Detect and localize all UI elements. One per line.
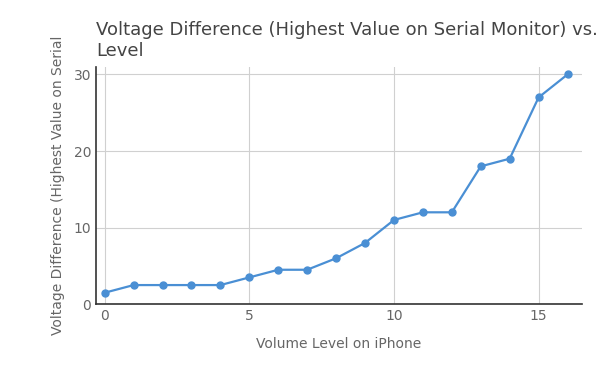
X-axis label: Volume Level on iPhone: Volume Level on iPhone [256,337,422,351]
Y-axis label: Voltage Difference (Highest Value on Serial: Voltage Difference (Highest Value on Ser… [51,36,65,335]
Text: Voltage Difference (Highest Value on Serial Monitor) vs. Volume
Level: Voltage Difference (Highest Value on Ser… [96,21,600,60]
